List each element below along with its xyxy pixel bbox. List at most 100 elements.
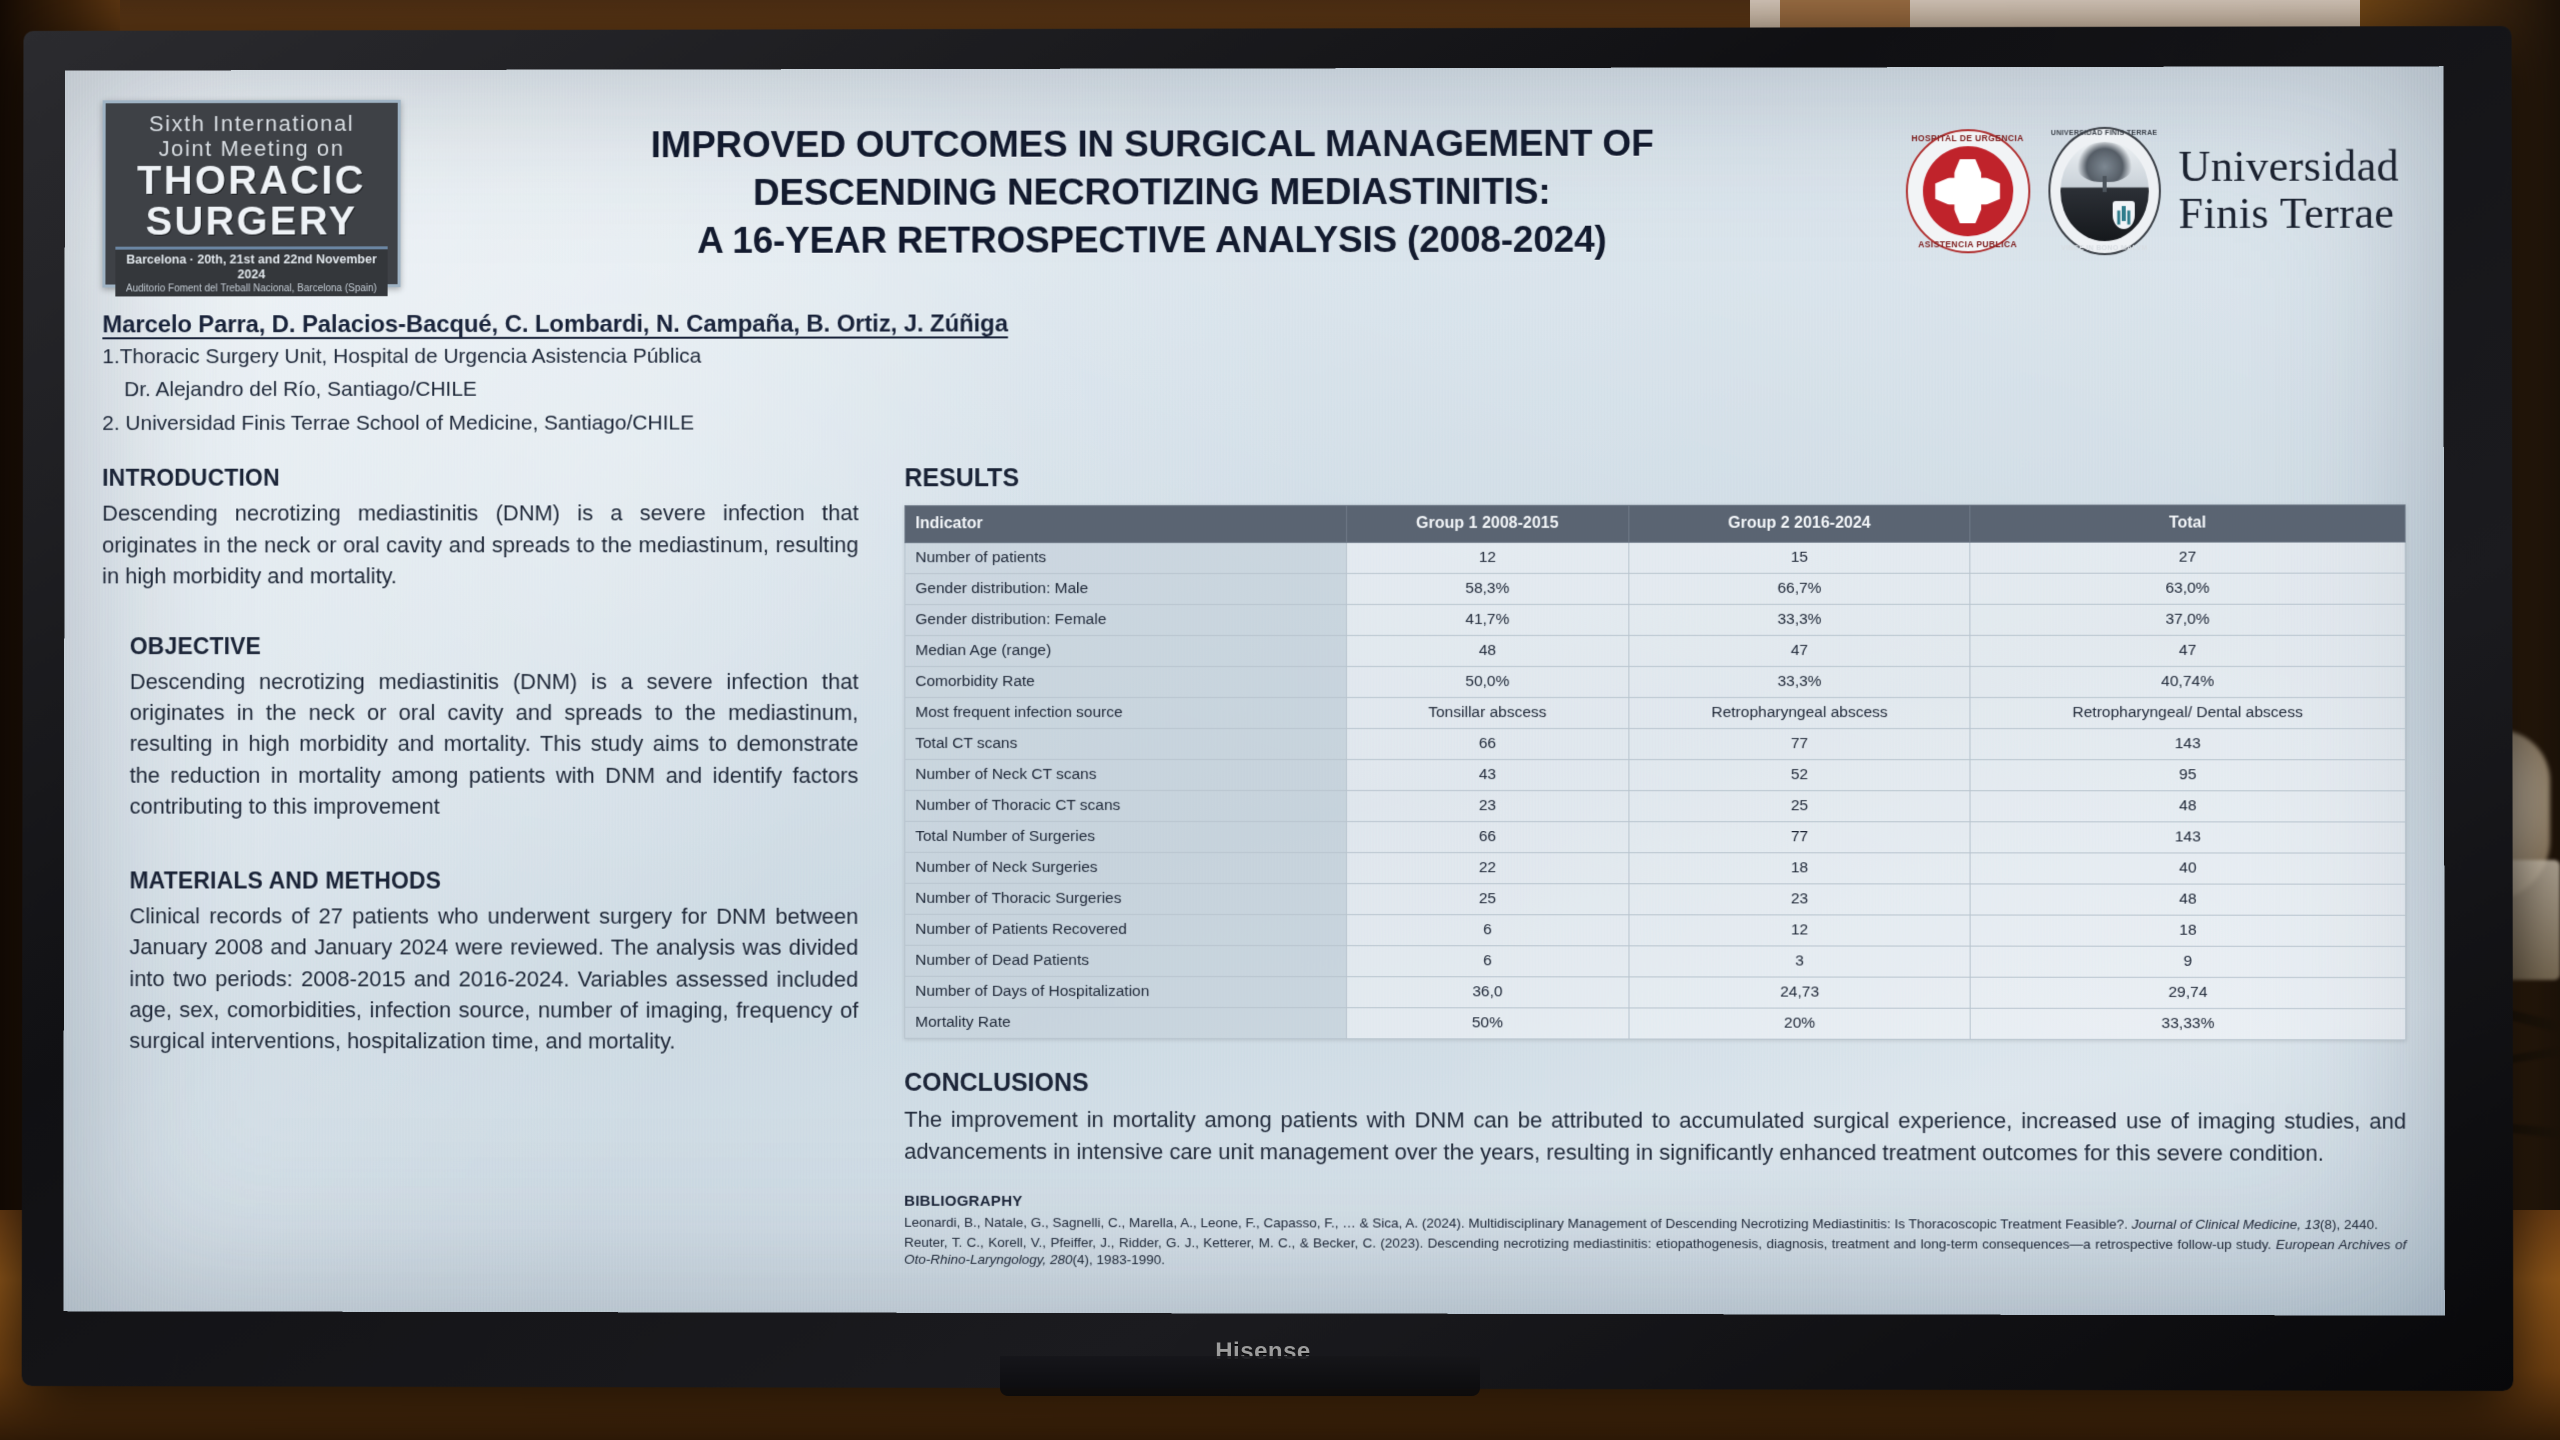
table-cell-value: 41,7% [1346,604,1629,636]
table-cell-value: 50% [1346,1008,1629,1040]
table-cell-value: 23 [1346,790,1629,822]
table-cell-value: 3 [1628,946,1971,978]
title-line-1: IMPROVED OUTCOMES IN SURGICAL MANAGEMENT… [650,122,1654,166]
table-row: Number of Dead Patients 6 3 9 [904,945,2406,978]
table-cell-value: 15 [1628,542,1971,574]
table-cell-indicator: Number of Neck CT scans [904,759,1347,791]
conference-logo-caption: Barcelona · 20th, 21st and 22nd November… [115,246,388,297]
table-cell-value: 23 [1628,884,1971,916]
table-cell-value: 33,3% [1628,604,1971,636]
table-cell-indicator: Comorbidity Rate [904,666,1347,698]
table-cell-value: 27 [1970,542,2406,574]
table-row: Total CT scans 66 77 143 [904,728,2406,761]
conference-logo-dates: Barcelona · 20th, 21st and 22nd November… [126,252,377,282]
institution-logos: HOSPITAL DE URGENCIA ASISTENCIA PUBLICA … [1905,126,2405,256]
reference-2-part-b: (4), 1983-1990. [1072,1252,1165,1268]
table-cell-value: 66 [1346,821,1629,854]
table-cell-value: Retropharyngeal/ Dental abscess [1970,697,2406,729]
table-cell-value: 9 [1970,946,2406,978]
results-table-body: Number of patients 12 15 27 Gender distribut… [904,542,2406,1041]
university-wordmark-line2: Finis Terrae [2178,188,2395,238]
table-cell-value: 25 [1346,883,1629,916]
table-header-row: Indicator Group 1 2008-2015 Group 2 2016… [904,505,2406,543]
table-row: Gender distribution: Female 41,7% 33,3% 37,… [904,604,2406,636]
materials-body: Clinical records of 27 patients who unde… [129,903,859,1054]
hospital-seal-text-bottom: ASISTENCIA PUBLICA [1918,239,2018,250]
table-cell-value: 43 [1346,759,1629,791]
tree-trunk-icon [2102,175,2107,192]
affiliation-1: 1.Thoracic Surgery Unit, Hospital de Urg… [102,344,702,369]
hospital-urgencia-seal-icon: HOSPITAL DE URGENCIA ASISTENCIA PUBLICA [1905,129,2030,254]
table-cell-value: 48 [1346,635,1629,667]
table-cell-value: 47 [1970,635,2406,667]
table-cell-indicator: Number of Thoracic Surgeries [904,883,1347,915]
table-cell-value: 77 [1628,821,1971,854]
objective-heading: OBJECTIVE [129,633,262,660]
tv-stand [1000,1356,1480,1396]
table-cell-value: 48 [1970,884,2406,916]
table-cell-indicator: Number of Dead Patients [904,945,1347,977]
col-header-total: Total [1970,505,2406,543]
table-cell-indicator: Number of Thoracic CT scans [904,790,1347,822]
university-wordmark: Universidad Finis Terrae [2178,141,2400,238]
table-cell-value: 143 [1970,822,2406,854]
col-header-group1: Group 1 2008-2015 [1346,505,1629,543]
conference-logo: Sixth International Joint Meeting on THO… [102,99,401,297]
table-cell-value: 40 [1970,853,2406,885]
title-line-3: A 16-YEAR RETROSPECTIVE ANALYSIS (2008-2… [697,218,1607,261]
table-row: Gender distribution: Male 58,3% 66,7% 63,0% [904,573,2406,605]
table-cell-indicator: Gender distribution: Male [904,573,1347,605]
authors-block: Marcelo Parra, D. Palacios-Bacqué, C. Lo… [102,309,2405,439]
reference-1-part-b: (8), 2440. [2319,1216,2378,1232]
table-cell-indicator: Gender distribution: Female [904,604,1347,636]
table-cell-value: 25 [1628,790,1971,823]
maltese-cross-horizontal-icon [1935,178,2000,205]
objective-body: Descending necrotizing mediastinitis (DN… [129,669,859,819]
left-column: INTRODUCTION Descending necrotizing medi… [101,465,859,1272]
table-cell-value: 95 [1970,759,2406,792]
reference-2: Reuter, T. C., Korell, V., Pfeiffer, J.,… [904,1234,2406,1271]
conference-poster: Sixth International Joint Meeting on THO… [63,66,2445,1316]
table-row: Comorbidity Rate 50,0% 33,3% 40,74% [904,666,2406,698]
table-cell-indicator: Total CT scans [904,728,1347,760]
conference-logo-line1: Sixth International [149,110,355,137]
university-seal-text-top: UNIVERSIDAD FINIS TERRAE [2050,129,2158,138]
table-cell-value: 12 [1628,915,1971,947]
reference-1-part-a: Leonardi, B., Natale, G., Sagnelli, C., … [904,1214,2132,1232]
table-cell-value: 52 [1628,759,1971,792]
table-cell-indicator: Number of Neck Surgeries [904,852,1347,884]
table-row: Total Number of Surgeries 66 77 143 [904,821,2406,854]
table-cell-value: 12 [1346,542,1629,574]
results-table: Indicator Group 1 2008-2015 Group 2 2016… [904,504,2407,1041]
university-wordmark-line1: Universidad [2178,141,2400,192]
table-cell-indicator: Median Age (range) [904,635,1347,667]
table-cell-value: 18 [1970,915,2406,947]
tv-screen: Sixth International Joint Meeting on THO… [63,66,2445,1316]
table-cell-value: 40,74% [1970,666,2406,698]
table-row: Mortality Rate 50% 20% 33,33% [904,1007,2406,1041]
table-row: Most frequent infection source Tonsillar … [904,697,2406,729]
table-row: Number of Days of Hospitalization 36,0 24,… [904,976,2406,1009]
title-line-2: DESCENDING NECROTIZING MEDIASTINITIS: [753,170,1551,213]
section-materials-methods: MATERIALS AND METHODS Clinical records o… [101,868,858,1057]
table-row: Number of Neck Surgeries 22 18 40 [904,852,2406,885]
table-cell-value: Tonsillar abscess [1346,697,1629,729]
table-cell-value: 143 [1970,728,2406,761]
table-row: Number of Thoracic CT scans 23 25 48 [904,790,2406,823]
introduction-heading: INTRODUCTION [102,465,280,492]
table-row: Median Age (range) 48 47 47 [904,635,2406,667]
table-cell-value: 20% [1628,1008,1971,1040]
table-cell-indicator: Mortality Rate [904,1007,1347,1040]
table-cell-value: 18 [1628,853,1971,885]
section-bibliography: BIBLIOGRAPHY Leonardi, B., Natale, G., S… [904,1193,2406,1271]
conference-logo-line2: Joint Meeting on [158,135,345,161]
right-column: RESULTS Indicator Group 1 2008-2015 Grou… [904,464,2406,1274]
section-objective: OBJECTIVE Descending necrotizing mediast… [102,633,859,822]
table-cell-value: 66,7% [1628,573,1971,605]
conclusions-body: The improvement in mortality among patie… [904,1107,2407,1166]
affiliation-1-cont: Dr. Alejandro del Río, Santiago/CHILE [124,378,477,402]
reference-1: Leonardi, B., Natale, G., Sagnelli, C., … [904,1214,2406,1234]
poster-header: Sixth International Joint Meeting on THO… [102,92,2405,297]
table-cell-indicator: Most frequent infection source [904,697,1347,729]
table-cell-value: 6 [1346,945,1629,978]
